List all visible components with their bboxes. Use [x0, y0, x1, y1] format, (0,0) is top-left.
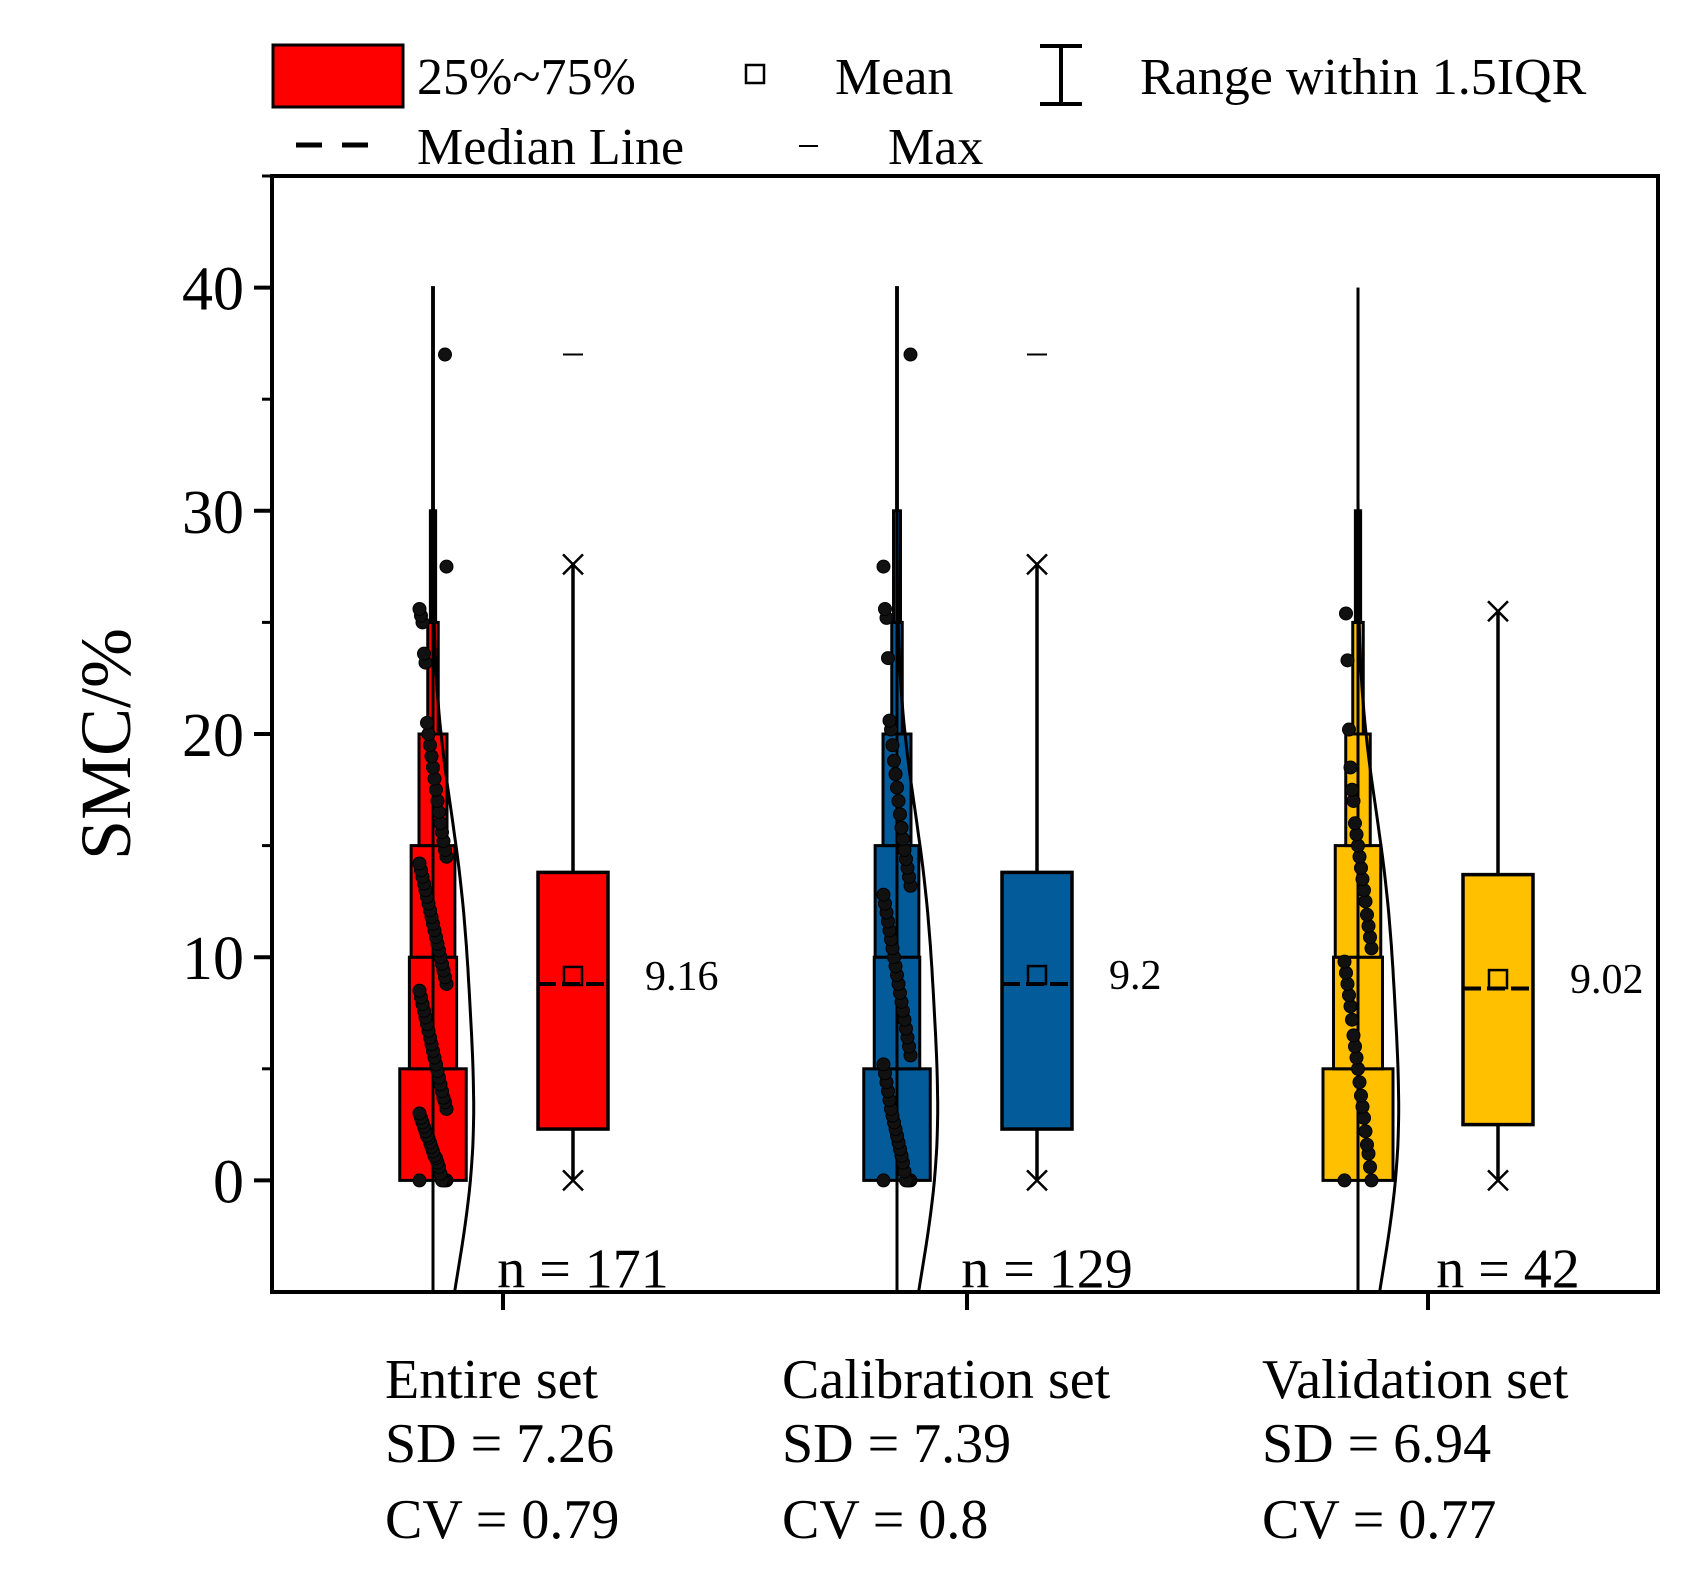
whisker-end-marker: [1026, 553, 1048, 576]
y-tick-label: 40: [182, 256, 244, 324]
cv-label: CV = 0.79: [385, 1489, 619, 1551]
data-point: [876, 1057, 891, 1072]
cv-label: CV = 0.77: [1262, 1489, 1496, 1551]
data-point: [420, 715, 434, 730]
density-curve: [1356, 287, 1401, 1293]
iqr-box: [536, 870, 610, 1131]
data-point: [890, 780, 904, 795]
data-point: [1352, 1075, 1367, 1090]
data-point: [888, 767, 903, 782]
data-point: [1360, 1137, 1374, 1152]
x-axis: [501, 1292, 1430, 1310]
data-point: [878, 602, 892, 617]
group-name-label: Entire set: [385, 1349, 598, 1411]
data-point: [894, 820, 909, 835]
legend-range-label: Range within 1.5IQR: [1140, 49, 1587, 106]
data-point: [417, 646, 431, 661]
data-point: [1345, 782, 1359, 797]
whisker-end-marker: [562, 553, 584, 576]
data-point: [876, 559, 891, 574]
n-label: n = 171: [497, 1238, 669, 1300]
box-groups: 9.16 n = 171 9.2 n = 129 9.02 n = 42: [398, 286, 1644, 1300]
data-point: [881, 651, 895, 666]
mean-value-label: 9.2: [1109, 953, 1162, 999]
legend-max-label: Max: [888, 119, 983, 176]
legend-median-label: Median Line: [417, 119, 684, 176]
data-point: [1340, 653, 1355, 668]
data-point: [893, 807, 907, 822]
mean-marker: [562, 965, 584, 987]
data-point: [1348, 816, 1362, 831]
n-label: n = 42: [1436, 1238, 1580, 1300]
sd-label: SD = 7.39: [782, 1413, 1011, 1475]
data-point: [439, 559, 454, 574]
whisker-end-marker: [1487, 1169, 1509, 1192]
data-point: [1346, 1028, 1361, 1043]
legend-iqr-label: 25%~75%: [417, 49, 636, 106]
data-point: [412, 1106, 427, 1121]
data-point: [1342, 722, 1356, 737]
sd-label: SD = 6.94: [1262, 1413, 1491, 1475]
mean-value-label: 9.02: [1570, 957, 1644, 1003]
data-point: [1364, 1173, 1379, 1188]
data-point: [1363, 1160, 1377, 1175]
data-point: [885, 738, 900, 753]
group-name-label: Calibration set: [782, 1349, 1111, 1411]
iqr-box: [1000, 870, 1074, 1131]
data-point: [1343, 760, 1358, 775]
data-point: [1337, 1173, 1352, 1188]
y-axis: 0 10 20 30 40: [182, 174, 272, 1216]
data-point: [412, 856, 427, 871]
data-point: [876, 887, 891, 902]
data-point: [903, 347, 918, 362]
n-label: n = 129: [961, 1238, 1133, 1300]
data-point: [412, 1173, 427, 1188]
data-point: [887, 753, 901, 768]
data-point: [412, 983, 427, 998]
whisker-end-marker: [1026, 1169, 1048, 1192]
cv-label: CV = 0.8: [782, 1489, 988, 1551]
mean-value-label: 9.16: [645, 954, 719, 1000]
data-point: [1360, 907, 1374, 922]
y-tick-label: 10: [182, 925, 244, 993]
legend-mean-label: Mean: [835, 49, 953, 106]
density-curve: [895, 287, 940, 1293]
mean-marker: [1026, 964, 1048, 986]
whisker-end-marker: [1487, 600, 1509, 623]
legend-mean-icon: [744, 63, 766, 85]
y-tick-label: 30: [182, 479, 244, 547]
data-point: [876, 1173, 891, 1188]
group-name-label: Validation set: [1262, 1349, 1569, 1411]
iqr-box: [1461, 872, 1535, 1127]
data-point: [882, 713, 897, 728]
data-point: [891, 793, 906, 808]
data-point: [1337, 954, 1352, 969]
y-tick-label: 20: [182, 702, 244, 770]
legend-iqr-swatch: [271, 43, 405, 109]
data-point: [1358, 1124, 1373, 1139]
plot-frame: [270, 174, 1660, 1294]
y-tick-label: 0: [213, 1148, 244, 1216]
whisker-end-marker: [562, 1169, 584, 1192]
data-point: [438, 347, 452, 362]
legend: 25%~75% Mean Range within 1.5IQR Median …: [271, 43, 1587, 176]
group-calibration-set: 9.2 n = 129: [862, 286, 1162, 1300]
data-point: [1339, 606, 1353, 621]
data-point: [412, 602, 427, 617]
data-point: [1354, 1088, 1368, 1103]
mean-marker: [1487, 968, 1509, 990]
group-validation-set: 9.02 n = 42: [1321, 287, 1644, 1300]
sd-label: SD = 7.26: [385, 1413, 614, 1475]
density-curve: [431, 287, 476, 1293]
group-entire-set: 9.16 n = 171: [398, 286, 719, 1300]
y-axis-label: SMC/%: [66, 628, 146, 860]
legend-range-icon: [1040, 44, 1082, 106]
data-point: [1345, 1012, 1359, 1027]
